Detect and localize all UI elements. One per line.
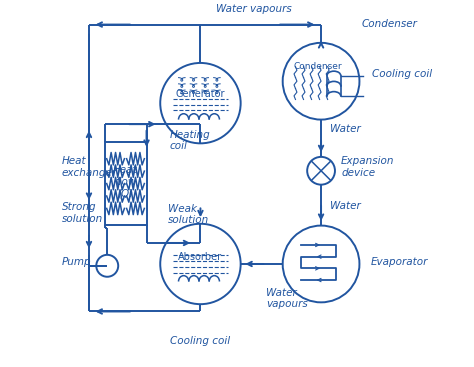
Text: Water: Water xyxy=(330,124,361,134)
Text: Strong
solution: Strong solution xyxy=(62,202,103,224)
Text: Heat
exchanger: Heat exchanger xyxy=(62,156,117,178)
Text: Water: Water xyxy=(330,201,361,211)
Text: Water
vapours: Water vapours xyxy=(266,288,308,309)
Text: Heating
coil: Heating coil xyxy=(169,130,210,151)
Text: Absorber: Absorber xyxy=(178,252,222,262)
Text: Pump: Pump xyxy=(62,257,91,267)
Text: Condenser: Condenser xyxy=(293,62,342,71)
Text: Cooling coil: Cooling coil xyxy=(170,336,230,346)
Text: Generator: Generator xyxy=(176,89,225,99)
Text: Expansion
device: Expansion device xyxy=(341,156,395,178)
Text: Water vapours: Water vapours xyxy=(216,4,292,14)
Text: Evaporator: Evaporator xyxy=(370,257,428,267)
Text: Weak
solution: Weak solution xyxy=(167,204,209,225)
Bar xyxy=(104,142,146,225)
Text: Heat
flow
(Q): Heat flow (Q) xyxy=(113,165,138,198)
Text: Condenser: Condenser xyxy=(361,19,417,29)
Text: Cooling coil: Cooling coil xyxy=(372,69,432,79)
